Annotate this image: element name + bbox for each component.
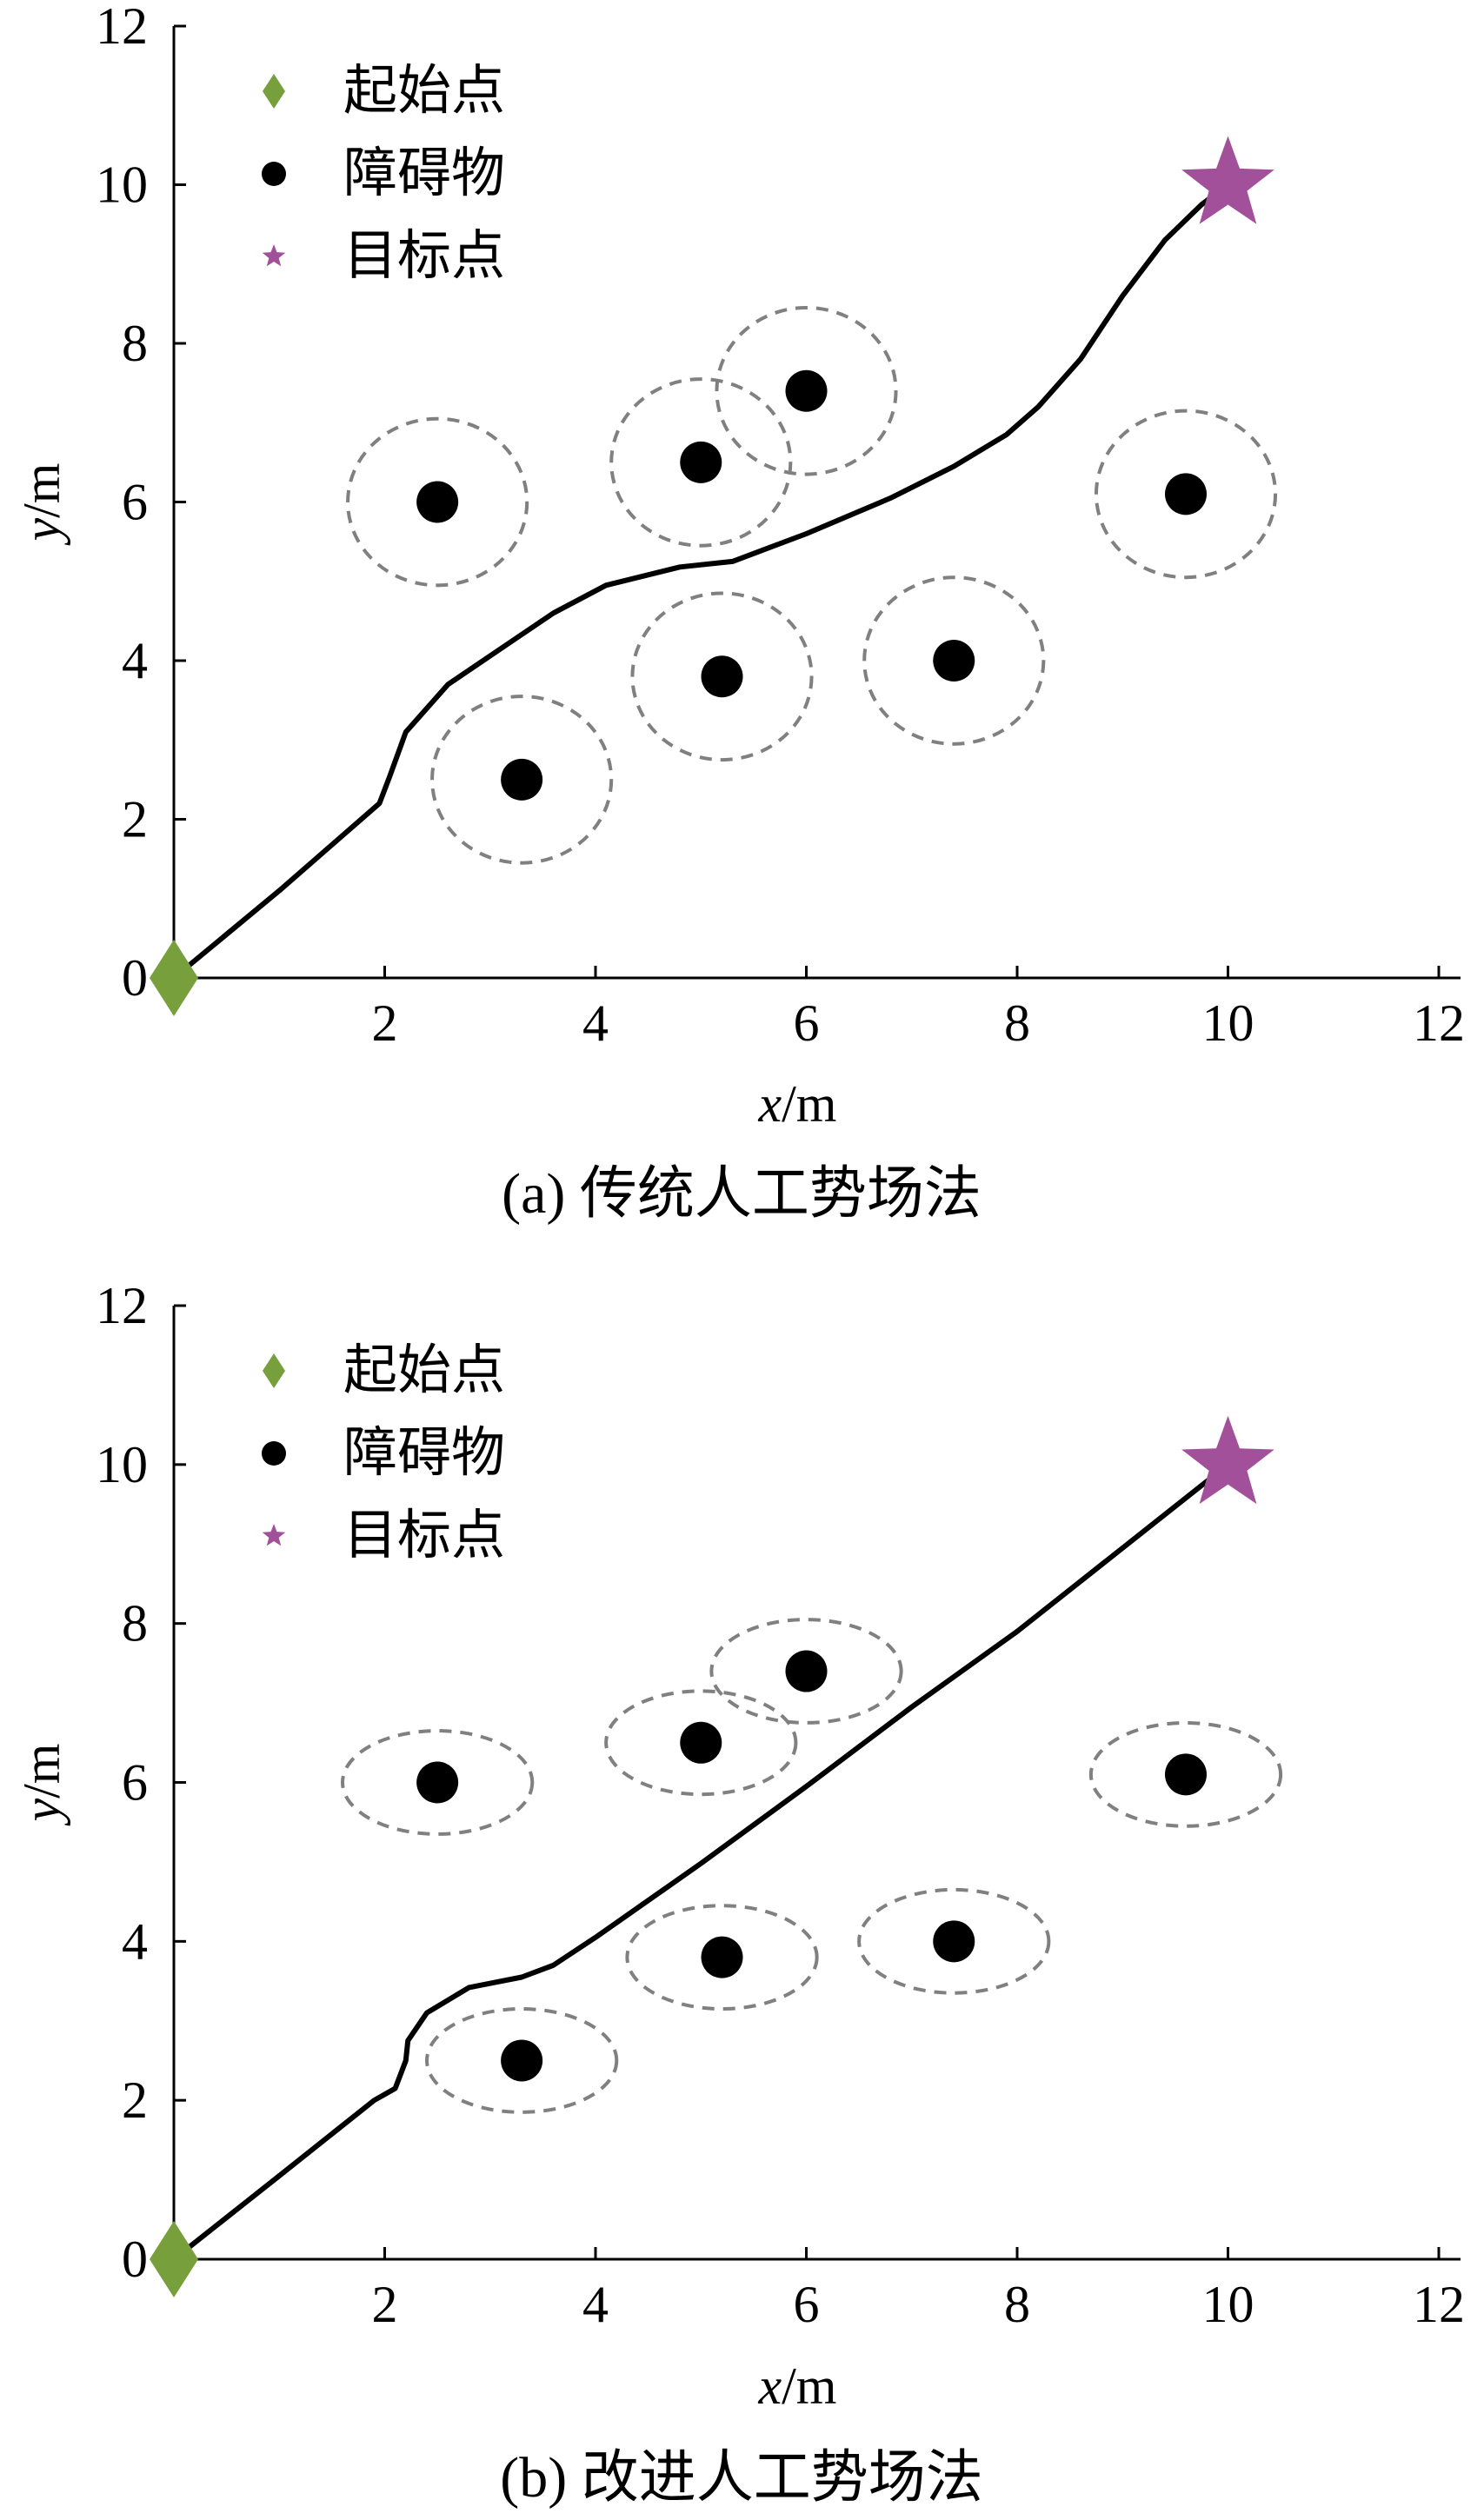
y-tick-label: 12 (96, 1277, 148, 1334)
legend-star-icon (262, 1524, 286, 1546)
panel-caption: (b) 改进人工势场法 (500, 2446, 982, 2510)
obstacle-point (501, 2039, 543, 2082)
obstacle-influence-zone (430, 695, 614, 865)
x-tick-label: 6 (794, 2276, 820, 2333)
legend-label: 障碍物 (343, 141, 505, 204)
start-point-marker (150, 940, 198, 1016)
obstacle-point (680, 441, 722, 483)
obstacle-influence-zone (709, 1618, 903, 1725)
obstacle-point (416, 481, 459, 523)
obstacle-point (933, 640, 975, 682)
y-tick-label: 6 (122, 474, 148, 531)
obstacle-influence-zone (609, 377, 793, 548)
y-tick-label: 10 (96, 156, 148, 214)
x-tick-label: 8 (1004, 2276, 1030, 2333)
obstacle-influence-zone (625, 1904, 819, 2011)
obstacle-influence-zone (630, 591, 814, 762)
legend-circle-icon (262, 1441, 286, 1466)
obstacle-point (785, 369, 828, 412)
legend-diamond-icon (263, 1353, 285, 1388)
x-axis-title: x/m (758, 2357, 837, 2415)
legend-diamond-icon (263, 74, 285, 109)
y-tick-label: 4 (122, 632, 148, 689)
y-axis-title: y/m (13, 463, 70, 547)
obstacle-point (1165, 473, 1207, 515)
y-tick-label: 8 (122, 1595, 148, 1652)
obstacle-point (1165, 1753, 1207, 1796)
x-tick-label: 8 (1004, 994, 1030, 1052)
obstacle-point (680, 1721, 722, 1764)
start-point-marker (150, 2221, 198, 2297)
obstacle-influence-zone (341, 1729, 535, 1836)
obstacle-influence-zone (425, 2007, 619, 2114)
obstacle-influence-zone (1094, 409, 1278, 580)
y-tick-label: 12 (96, 0, 148, 55)
x-tick-label: 10 (1202, 994, 1254, 1052)
legend-label: 目标点 (343, 1503, 505, 1566)
obstacle-point (501, 758, 543, 801)
x-axis-title: x/m (758, 1075, 837, 1133)
goal-point-marker (1181, 1415, 1274, 1505)
legend-label: 障碍物 (343, 1420, 505, 1484)
x-tick-label: 2 (372, 994, 398, 1052)
obstacle-point (701, 655, 743, 698)
x-tick-label: 12 (1413, 2276, 1465, 2333)
x-tick-label: 12 (1413, 994, 1465, 1052)
obstacle-influence-zone (346, 416, 529, 588)
legend-circle-icon (262, 162, 286, 186)
obstacle-influence-zone (857, 1887, 1051, 1995)
obstacle-point (785, 1650, 828, 1692)
obstacle-influence-zone (604, 1689, 798, 1797)
legend-label: 起始点 (343, 1338, 505, 1401)
y-tick-label: 2 (122, 791, 148, 848)
y-tick-label: 2 (122, 2071, 148, 2129)
y-axis-title: y/m (13, 1744, 70, 1827)
legend-star-icon (262, 244, 286, 267)
panel-caption: (a) 传统人工势场法 (502, 1162, 982, 1226)
x-tick-label: 6 (794, 994, 820, 1052)
obstacle-influence-zone (1088, 1720, 1283, 1828)
obstacle-influence-zone (862, 575, 1046, 746)
y-tick-label: 10 (96, 1436, 148, 1493)
x-tick-label: 2 (372, 2276, 398, 2333)
y-tick-label: 6 (122, 1754, 148, 1812)
legend-label: 起始点 (343, 58, 505, 122)
goal-point-marker (1181, 136, 1274, 224)
y-tick-label: 4 (122, 1912, 148, 1970)
obstacle-point (701, 1936, 743, 1978)
planned-path-line (171, 1461, 1231, 2262)
y-tick-label: 8 (122, 315, 148, 372)
obstacle-point (933, 1920, 975, 1963)
planned-path-line (171, 182, 1231, 981)
y-tick-label: 0 (122, 949, 148, 1007)
x-tick-label: 4 (582, 2276, 609, 2333)
obstacle-influence-zone (715, 305, 898, 476)
obstacle-point (416, 1761, 459, 1804)
y-tick-label: 0 (122, 2231, 148, 2288)
x-tick-label: 4 (582, 994, 609, 1052)
x-tick-label: 10 (1202, 2276, 1254, 2333)
legend-label: 目标点 (343, 223, 505, 287)
